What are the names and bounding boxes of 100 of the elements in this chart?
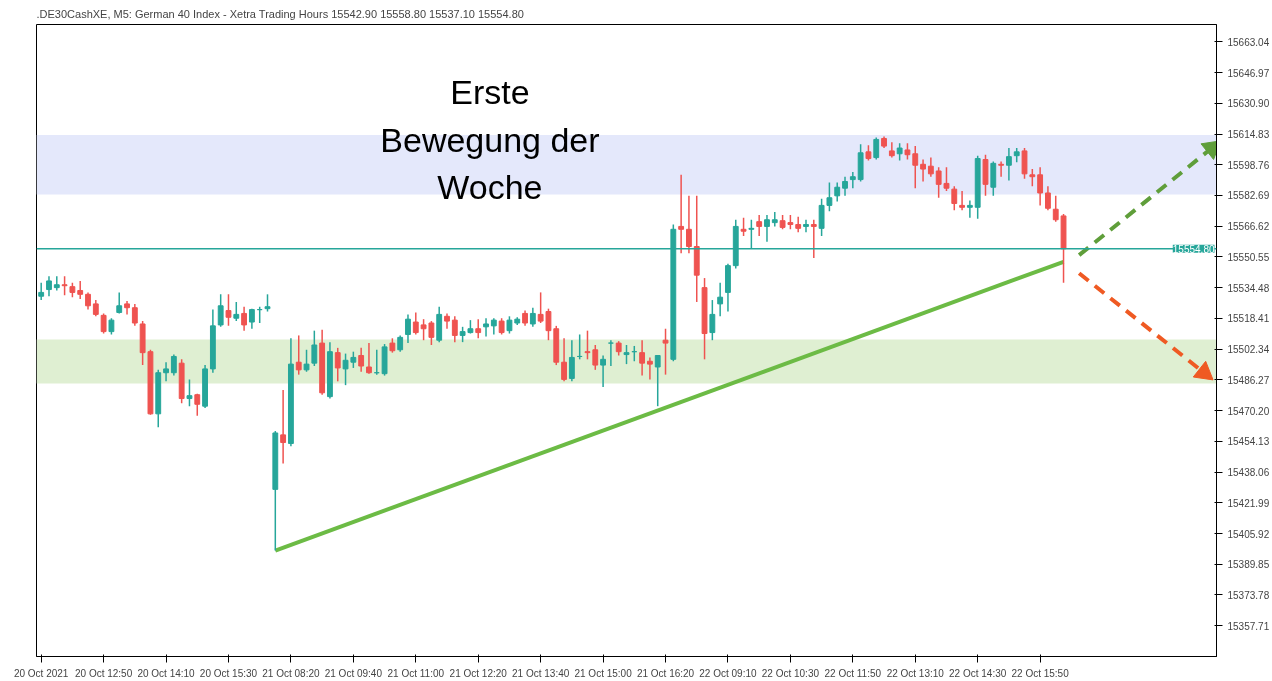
candlestick — [717, 282, 724, 318]
candlestick — [646, 356, 653, 381]
candlestick — [849, 171, 856, 189]
x-tick-label: 22 Oct 10:30 — [761, 667, 820, 679]
candlestick — [529, 306, 536, 328]
candlestick — [756, 214, 763, 237]
chart-title: .DE30CashXE, M5: German 40 Index - Xetra Trading Hours 15542.90 15558.80 15537.10 15554.80 — [36, 7, 524, 20]
candlestick — [568, 339, 575, 383]
candlestick — [334, 347, 341, 383]
candlestick — [1021, 147, 1028, 180]
y-tick-label: 15582.69 — [1227, 190, 1270, 202]
candlestick — [740, 217, 747, 237]
candlestick — [834, 181, 841, 203]
x-tick-label: 21 Oct 16:20 — [636, 667, 695, 679]
candlestick — [241, 306, 248, 332]
y-tick-label: 15454.13 — [1227, 436, 1270, 448]
candlestick — [233, 301, 240, 322]
candlestick — [217, 293, 224, 328]
candlestick — [998, 160, 1005, 178]
candlestick — [623, 344, 630, 365]
y-tick-label: 15566.62 — [1227, 221, 1270, 233]
candlestick — [951, 185, 958, 211]
x-tick-label: 22 Oct 13:10 — [886, 667, 945, 679]
candlestick — [61, 275, 68, 297]
candlestick — [131, 303, 138, 327]
candlestick — [186, 378, 193, 407]
candlestick — [810, 218, 817, 259]
candlestick — [1045, 185, 1051, 211]
candlestick — [873, 136, 880, 161]
candlestick — [927, 156, 934, 178]
x-tick-label: 21 Oct 09:40 — [324, 667, 383, 679]
candlestick — [46, 275, 52, 297]
candlestick — [959, 190, 965, 211]
candlestick — [920, 158, 926, 183]
candlestick — [483, 317, 489, 338]
y-tick-label: 15663.04 — [1227, 36, 1270, 48]
candlestick — [686, 195, 692, 254]
y-tick-label: 15438.06 — [1227, 467, 1270, 479]
y-tick-label: 15373.78 — [1227, 589, 1270, 601]
candlestick — [678, 174, 685, 254]
y-tick-label: 15405.92 — [1227, 528, 1270, 540]
y-tick-label: 15614.83 — [1227, 129, 1270, 141]
y-tick-label: 15421.99 — [1227, 497, 1270, 509]
candlestick — [764, 214, 770, 243]
candlestick — [639, 339, 646, 377]
candlestick — [163, 361, 169, 383]
candlestick — [1037, 166, 1044, 207]
candlestick — [295, 334, 302, 376]
candlestick — [803, 218, 809, 233]
candlestick — [990, 160, 997, 197]
candlestick — [662, 327, 669, 376]
candlestick — [1005, 147, 1012, 182]
y-tick-label: 15486.27 — [1227, 374, 1270, 386]
candlestick — [771, 211, 778, 228]
candlestick — [405, 313, 411, 344]
x-tick-label: 21 Oct 13:40 — [512, 667, 570, 679]
candlestick — [38, 282, 45, 301]
candlestick — [280, 389, 287, 465]
candlestick — [303, 349, 310, 373]
x-tick-label: 20 Oct 15:30 — [199, 667, 258, 679]
y-tick-label: 15534.48 — [1227, 282, 1270, 294]
x-tick-label: 21 Oct 12:20 — [449, 667, 508, 679]
candlestick — [654, 354, 661, 407]
candlestick — [842, 175, 848, 197]
x-tick-label: 21 Oct 15:00 — [574, 667, 633, 679]
candlestick — [311, 329, 318, 367]
y-tick-label: 15357.71 — [1227, 620, 1270, 632]
candlestick — [225, 293, 232, 327]
y-tick-label: 15598.76 — [1227, 159, 1270, 171]
ref-line-label: 15554.80 — [1172, 243, 1215, 255]
candlestick — [600, 354, 607, 388]
y-tick-label: 15550.55 — [1227, 251, 1270, 263]
x-tick-label: 22 Oct 11:50 — [824, 667, 882, 679]
candlestick — [607, 339, 614, 367]
candlestick — [561, 337, 567, 383]
x-tick-label: 22 Oct 15:50 — [1011, 667, 1070, 679]
y-tick-label: 15518.41 — [1227, 313, 1270, 325]
x-tick-label: 20 Oct 14:10 — [137, 667, 196, 679]
y-tick-label: 15646.97 — [1227, 67, 1270, 79]
candlestick — [170, 353, 177, 377]
x-tick-label: 21 Oct 11:00 — [387, 667, 445, 679]
y-tick-label: 15502.34 — [1227, 344, 1270, 356]
y-tick-label: 15470.20 — [1227, 405, 1270, 417]
candlestick — [100, 312, 107, 335]
candlestick — [451, 315, 458, 343]
candlestick — [475, 318, 482, 340]
candlestick — [966, 199, 973, 219]
annotation: Erste Bewegung der Woche — [380, 73, 600, 206]
x-tick-label: 20 Oct 12:50 — [74, 667, 133, 679]
candlestick — [358, 347, 365, 373]
candlestick — [53, 275, 60, 292]
y-tick-label: 15630.90 — [1227, 98, 1270, 110]
y-tick-label: 15389.85 — [1227, 559, 1270, 571]
x-tick-label: 21 Oct 08:20 — [262, 667, 320, 679]
x-tick-label: 20 Oct 2021 — [13, 667, 69, 679]
candlestick — [366, 342, 372, 375]
candlestick — [709, 299, 716, 341]
candlestick — [412, 311, 419, 336]
x-tick-label: 22 Oct 14:30 — [949, 667, 1007, 679]
candlestick — [77, 280, 84, 300]
